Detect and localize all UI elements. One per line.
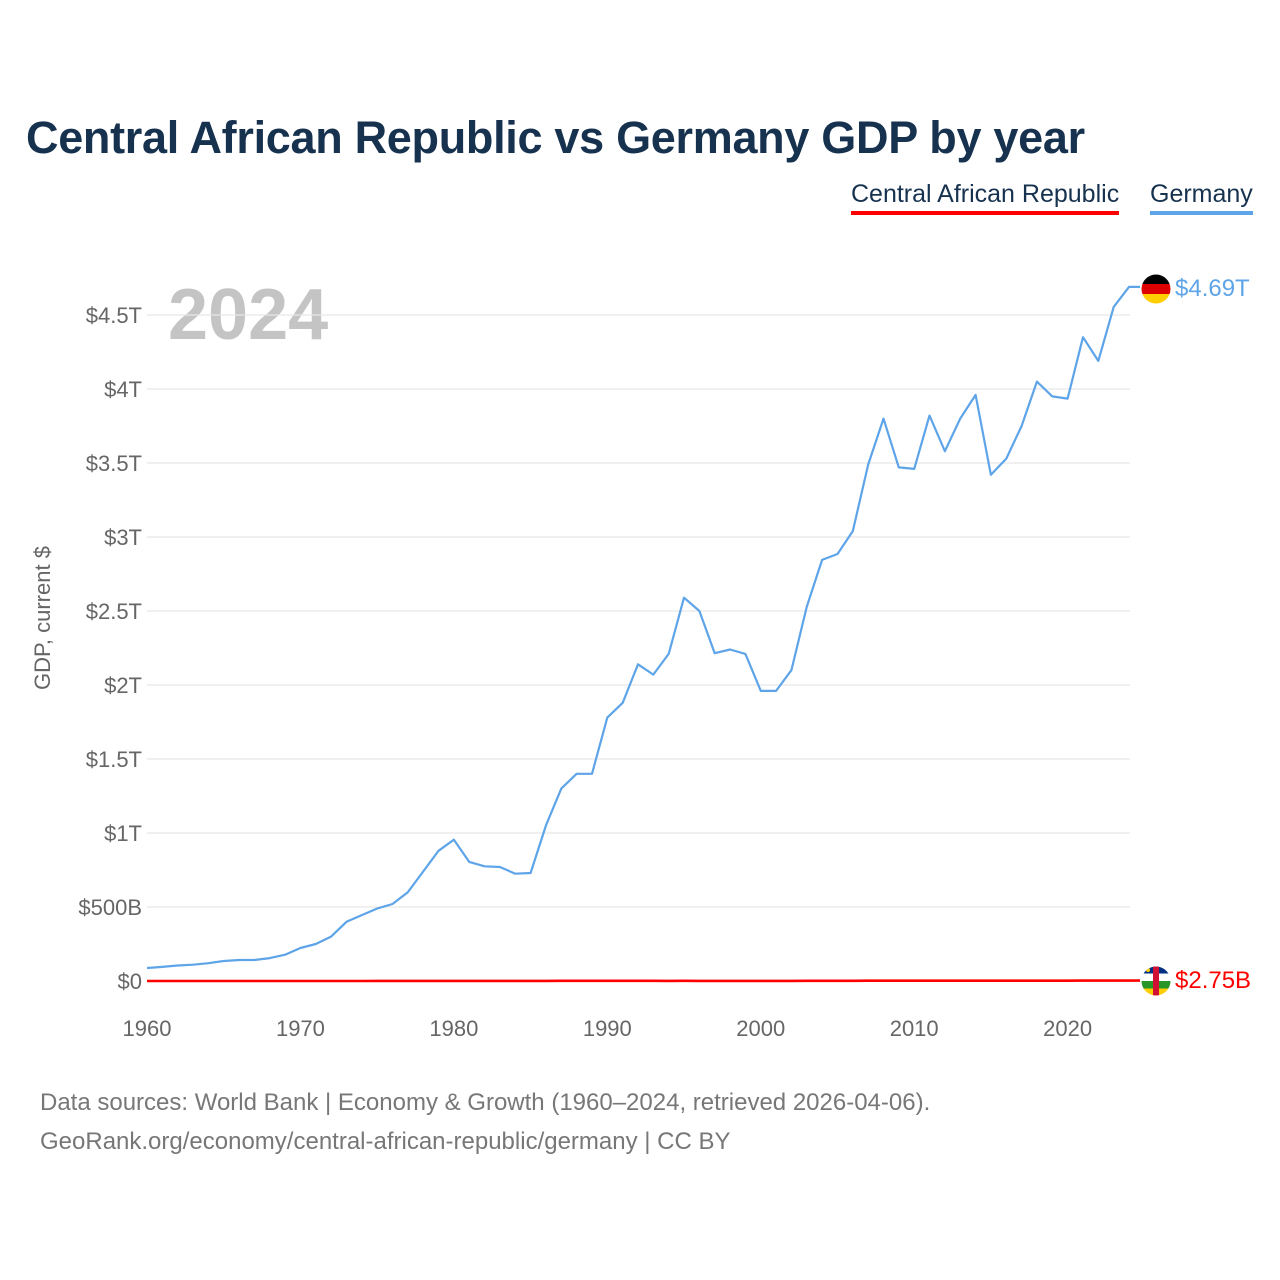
- central-african-republic-flag-icon: [1141, 966, 1171, 996]
- y-tick-label: $0: [118, 969, 142, 994]
- end-label-central-african-republic: $2.75B: [1175, 967, 1251, 994]
- data-sources-text: Data sources: World Bank | Economy & Gro…: [40, 1089, 931, 1116]
- y-tick-label: $3T: [104, 525, 142, 550]
- y-axis-label: GDP, current $: [30, 546, 55, 690]
- series-line-germany: [146, 285, 1140, 970]
- chart-title: Central African Republic vs Germany GDP …: [26, 112, 1085, 163]
- x-tick-label: 1970: [276, 1016, 325, 1041]
- y-tick-label: $1T: [104, 821, 142, 846]
- y-tick-label: $500B: [78, 895, 142, 920]
- germany-flag-icon: [1141, 274, 1171, 304]
- y-tick-label: $4T: [104, 377, 142, 402]
- x-tick-label: 1960: [123, 1016, 172, 1041]
- footer: Data sources: World Bank | Economy & Gro…: [40, 1083, 930, 1161]
- end-label-germany: $4.69T: [1175, 275, 1250, 302]
- x-tick-label: 2000: [736, 1016, 785, 1041]
- x-tick-label: 1990: [583, 1016, 632, 1041]
- legend-item-germany[interactable]: Germany: [1150, 180, 1253, 215]
- y-tick-label: $3.5T: [86, 451, 142, 476]
- y-tick-label: $2.5T: [86, 599, 142, 624]
- y-tick-label: $2T: [104, 673, 142, 698]
- x-tick-label: 2010: [890, 1016, 939, 1041]
- x-tick-label: 2020: [1043, 1016, 1092, 1041]
- y-tick-label: $4.5T: [86, 303, 142, 328]
- x-tick-label: 1980: [429, 1016, 478, 1041]
- source-url-text[interactable]: GeoRank.org/economy/central-african-repu…: [40, 1128, 731, 1155]
- y-tick-label: $1.5T: [86, 747, 142, 772]
- legend-item-central-african-republic[interactable]: Central African Republic: [851, 180, 1120, 215]
